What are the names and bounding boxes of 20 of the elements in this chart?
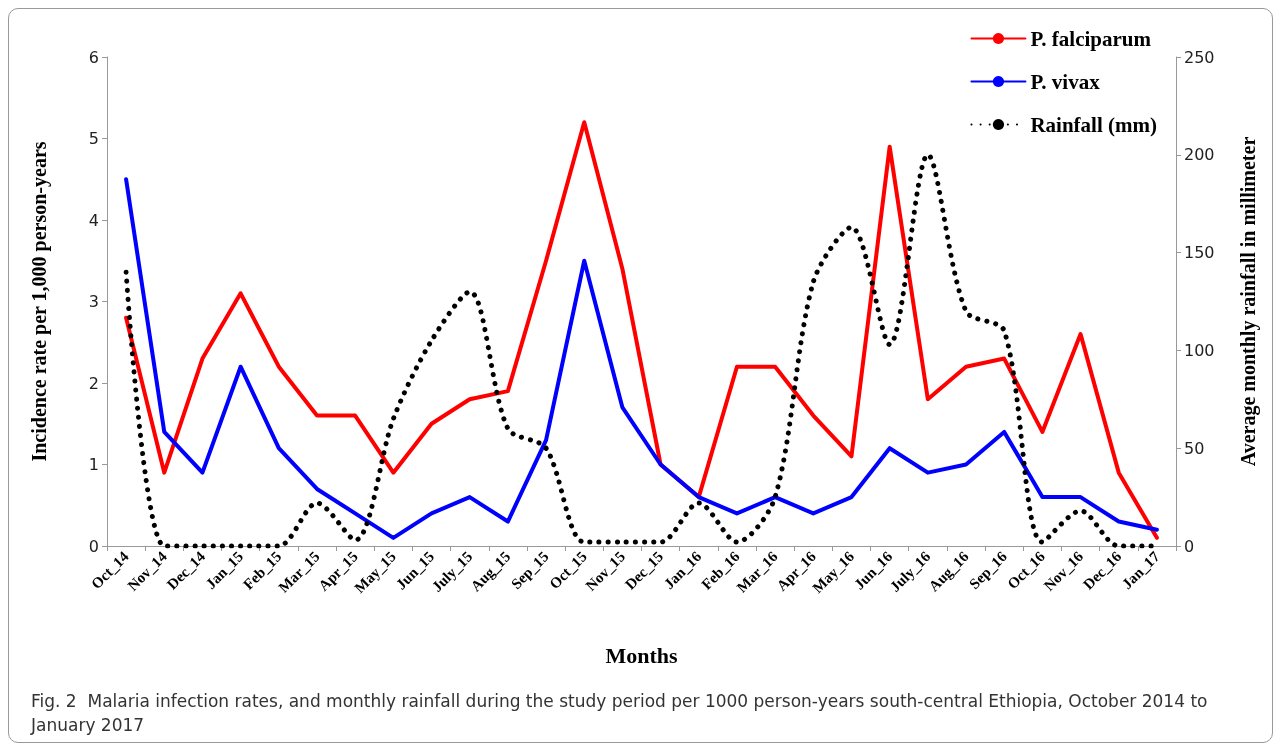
y-tick-label: 0 [88, 536, 99, 556]
y-tick-label: 3 [88, 292, 99, 311]
y-axis-title: Incidence rate per 1,000 person-years [28, 141, 51, 462]
y2-tick-label: 150 [1184, 243, 1215, 263]
x-axis-title: Months [605, 642, 678, 668]
y-tick-label: 6 [88, 47, 99, 67]
y-tick-label: 1 [88, 455, 99, 474]
y2-tick-label: 50 [1184, 438, 1205, 458]
y-tick-label: 4 [88, 210, 99, 230]
y2-tick-label: 0 [1184, 536, 1195, 556]
y2-tick-label: 200 [1184, 145, 1215, 165]
caption: Fig. 2 Malaria infection rates, and monthly rainfall during the study period per 1000 person-years south-central Ethiopia, October 2014 to January 2017 [30, 691, 1213, 735]
legend-label: Rainfall (mm) [1030, 112, 1158, 137]
y-tick-label: 5 [88, 129, 99, 148]
legend-label: P. falciparum [1030, 26, 1152, 51]
y2-axis-title: Average monthly rainfall in millimeter [1237, 136, 1260, 467]
legend-label: P. vivax [1030, 69, 1101, 94]
y-tick-label: 2 [88, 373, 99, 393]
y2-tick-label: 250 [1184, 47, 1215, 67]
y2-tick-label: 100 [1184, 340, 1215, 360]
